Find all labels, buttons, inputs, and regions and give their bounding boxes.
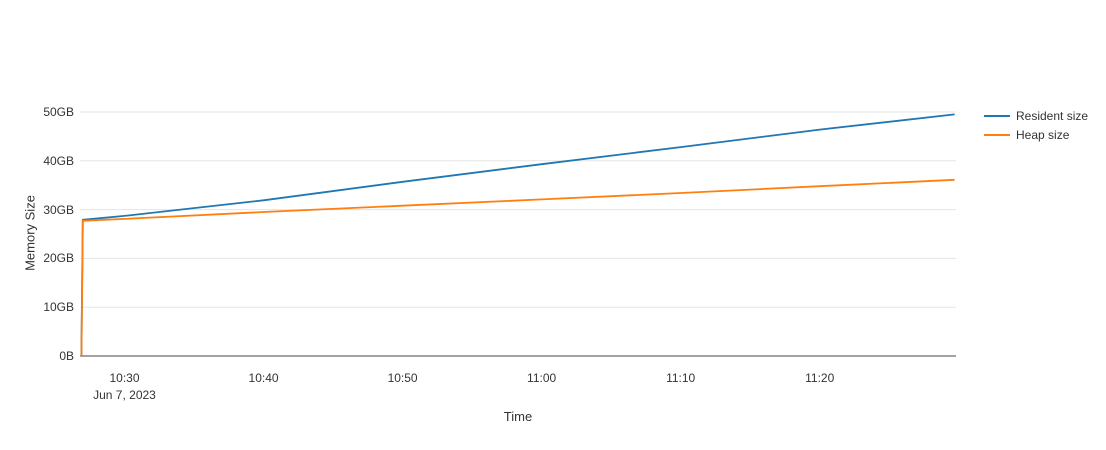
resident-size-line-swatch xyxy=(984,114,1010,117)
chart-legend: Resident size Heap size xyxy=(984,106,1088,144)
x-tick-label: 11:20 xyxy=(805,371,835,385)
legend-item-heap-size[interactable]: Heap size xyxy=(984,125,1088,144)
x-tick-label: 11:00 xyxy=(527,371,557,385)
x-tick-label: 10:50 xyxy=(387,371,418,385)
y-tick-label: 30GB xyxy=(43,202,74,217)
y-tick-label: 10GB xyxy=(43,300,74,315)
x-axis-title: Time xyxy=(503,409,533,424)
y-tick-label: 50GB xyxy=(43,105,74,119)
y-tick-label: 20GB xyxy=(43,251,74,266)
x-tick-label: 10:30 xyxy=(109,371,140,385)
x-tick-label: 10:40 xyxy=(248,371,279,385)
heap-size-line xyxy=(80,178,955,357)
x-axis-date-label: Jun 7, 2023 xyxy=(93,388,156,402)
heap-size-line-swatch xyxy=(984,133,1010,136)
y-tick-label: 40GB xyxy=(43,153,74,168)
legend-item-resident-size[interactable]: Resident size xyxy=(984,106,1088,125)
legend-label-heap-size: Heap size xyxy=(1016,127,1070,142)
resident-size-line xyxy=(80,113,955,357)
y-tick-label: 0B xyxy=(59,349,74,363)
y-axis-title: Memory Size xyxy=(22,195,38,271)
x-tick-label: 11:10 xyxy=(666,371,696,385)
legend-label-resident-size: Resident size xyxy=(1016,108,1089,123)
